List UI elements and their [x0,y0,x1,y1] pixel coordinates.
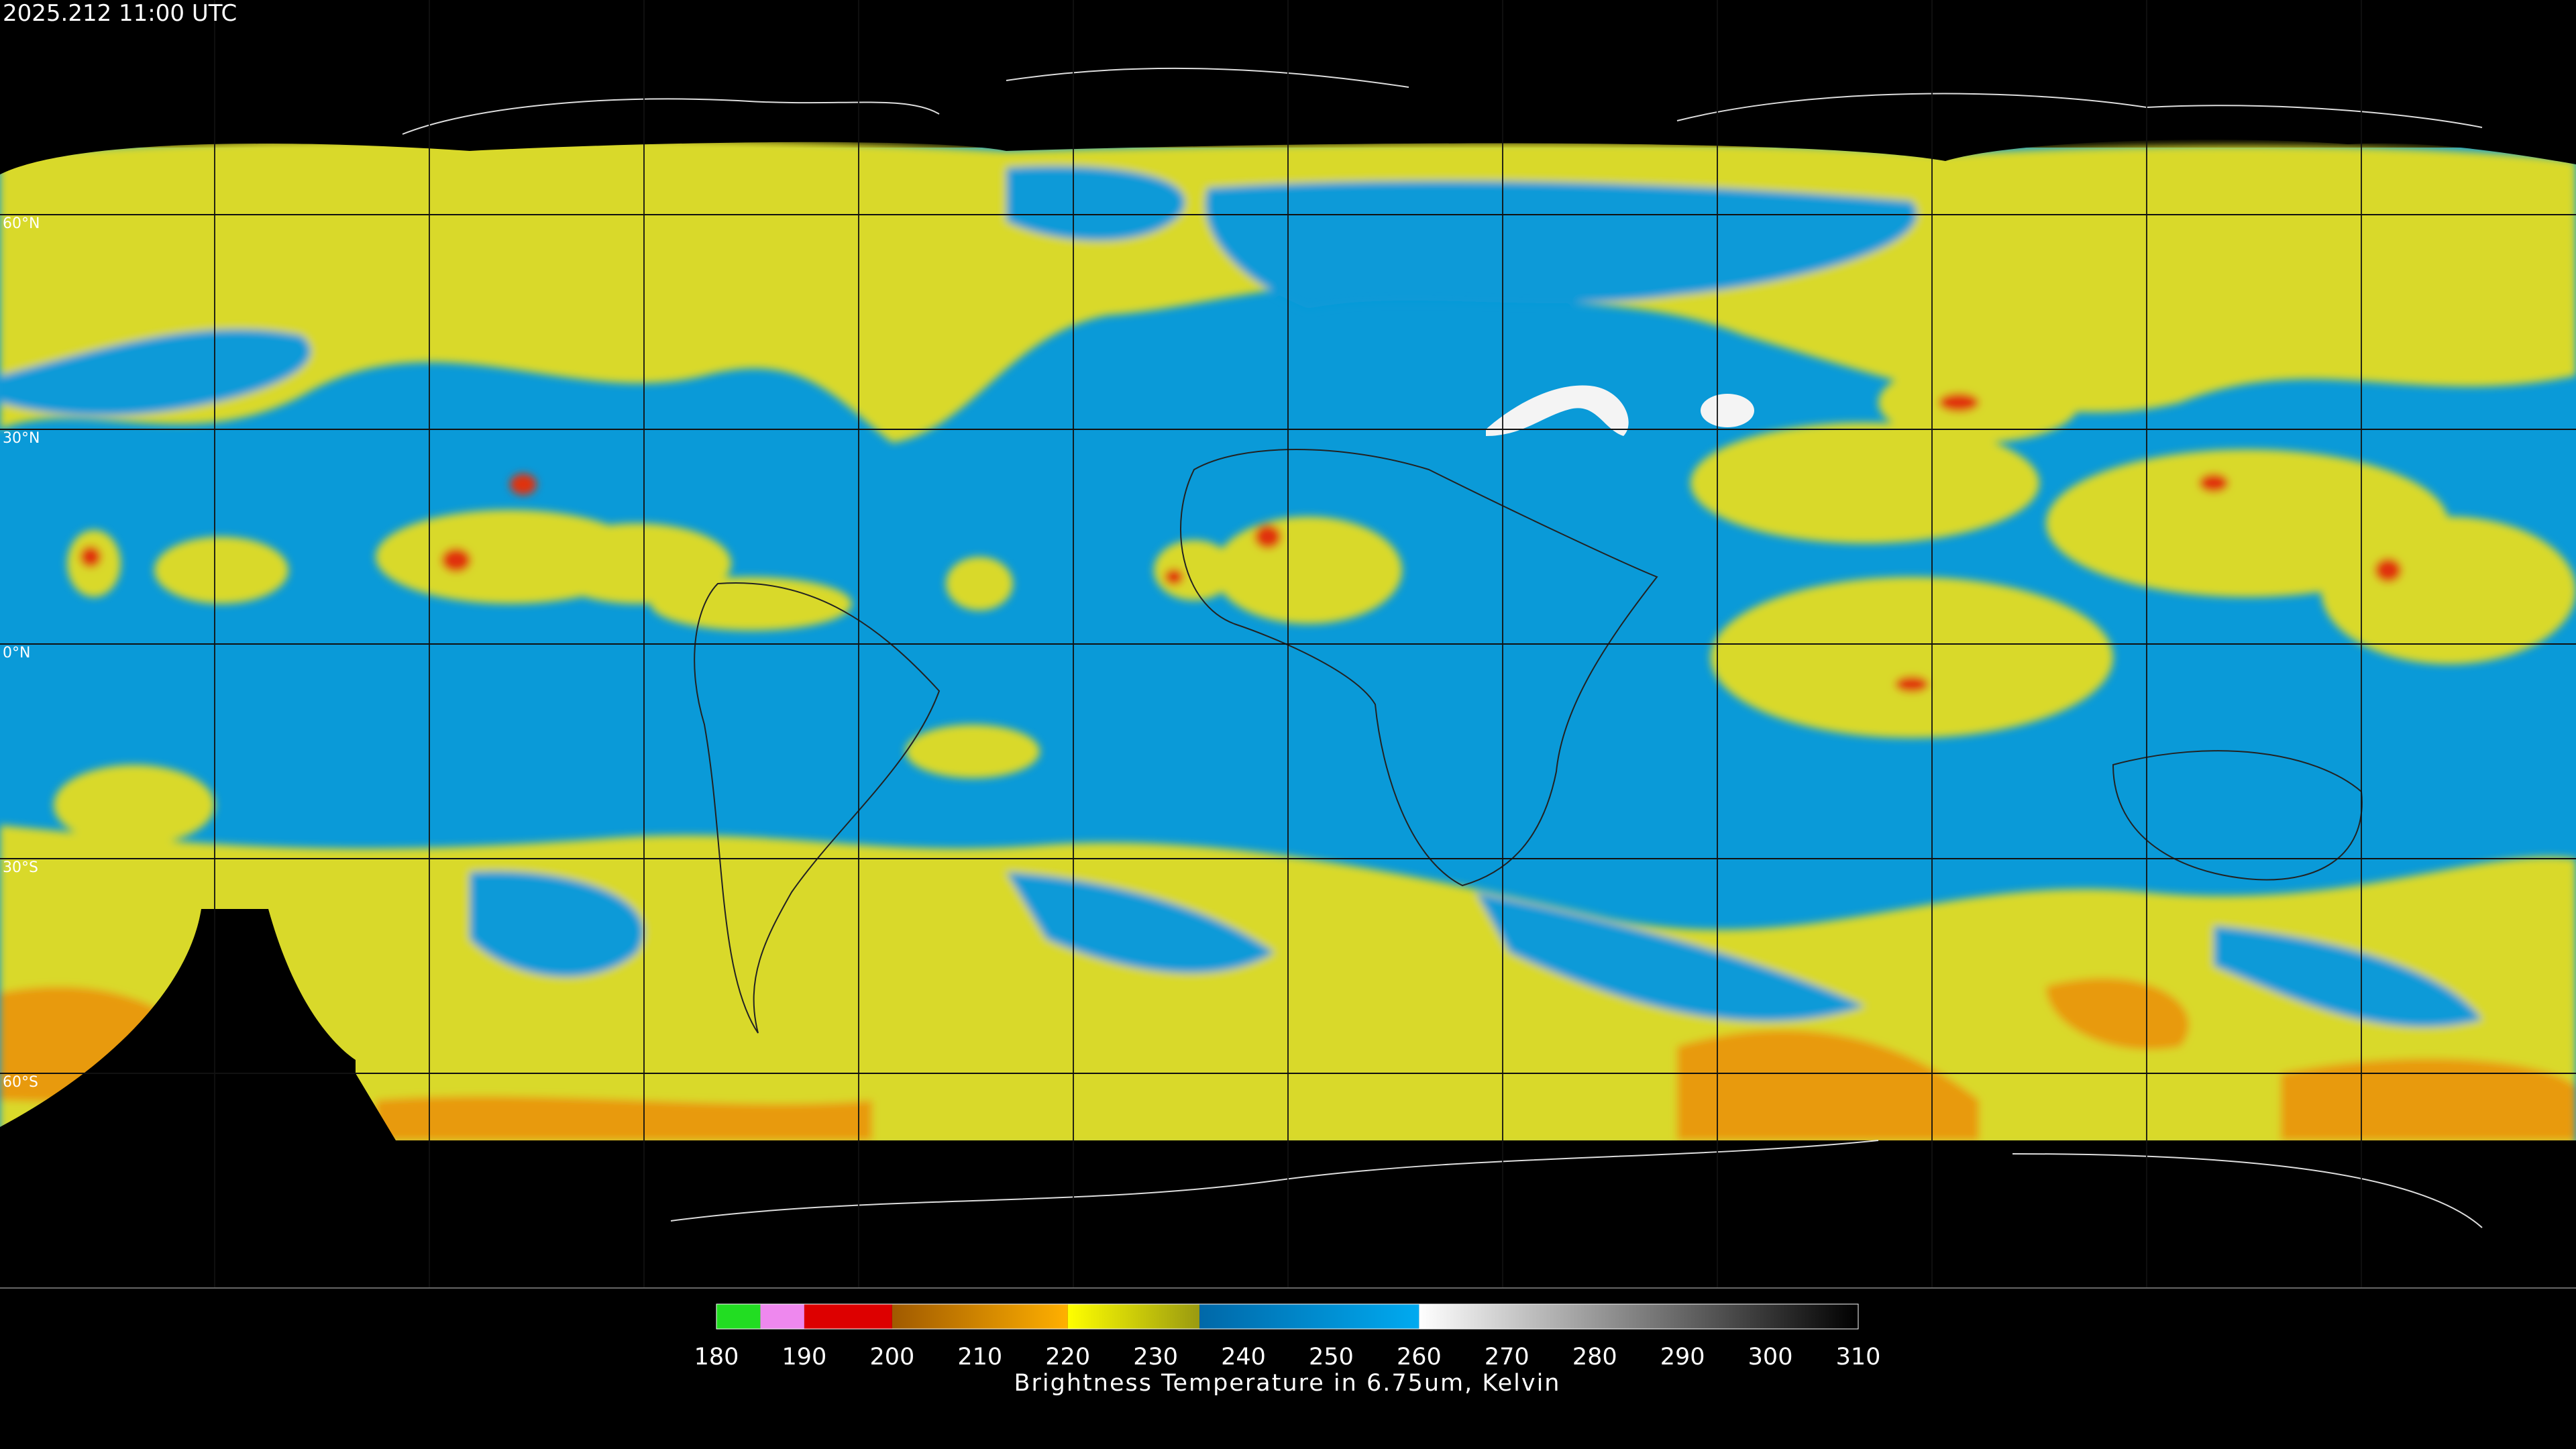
colorbar-tick-label: 240 [1221,1344,1266,1371]
latitude-label: 30°N [3,430,40,447]
colorbar-tick-label: 260 [1397,1344,1442,1371]
coastlines [694,449,2363,1034]
dry-region [1486,385,1629,436]
latitude-label: 30°S [3,859,38,876]
colorbar-segment [892,1304,1068,1329]
colorbar-tick-label: 270 [1485,1344,1529,1371]
timestamp: 2025.212 11:00 UTC [3,0,237,27]
colorbar-segment [804,1304,892,1329]
colorbar-segment [760,1304,804,1329]
colorbar-segment [1419,1304,1858,1329]
colorbar-tick-label: 180 [694,1344,739,1371]
colorbar-label: Brightness Temperature in 6.75um, Kelvin [1014,1370,1561,1397]
latitude-label: 60°S [3,1074,38,1091]
colorbar-segment [1199,1304,1419,1329]
colorbar-tick-label: 280 [1572,1344,1617,1371]
colorbar-tick-label: 230 [1133,1344,1178,1371]
colorbar-tick-label: 210 [957,1344,1002,1371]
coastlines [402,67,2483,1228]
colorbar-tick-label: 250 [1309,1344,1354,1371]
colorbar-tick-label: 310 [1836,1344,1881,1371]
graticule: 60°N 30°N 0°N 30°S 60°S [0,0,2576,1289]
dry-region [1701,394,1754,427]
latitude-label: 0°N [3,645,30,661]
colorbar-tick-label: 300 [1748,1344,1793,1371]
colorbar-tick-label: 200 [869,1344,914,1371]
colorbar-tick-label: 220 [1045,1344,1090,1371]
latitude-label: 60°N [3,215,40,232]
colorbar-segment [1067,1304,1200,1329]
no-data [396,1140,1912,1152]
colorbar-tick-label: 290 [1660,1344,1705,1371]
colorbar-tick-label: 190 [782,1344,827,1371]
colorbar-frame [716,1303,1859,1330]
colorbar: 180 190 200 210 220 230 240 250 260 270 280 290 300 3… [694,1303,1881,1371]
colorbar-segment [716,1304,761,1329]
